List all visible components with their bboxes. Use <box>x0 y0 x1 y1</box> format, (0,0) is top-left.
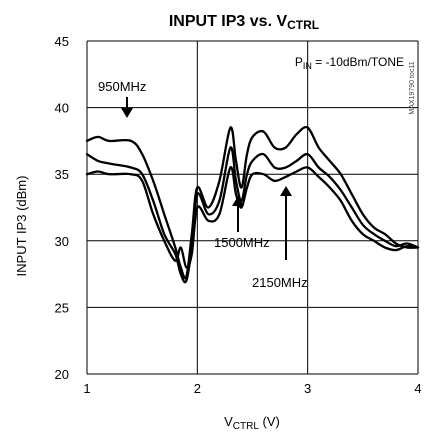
arrow-1500mhz-head <box>232 196 244 206</box>
series-line-950mhz <box>85 125 420 280</box>
y-tick-label-30: 30 <box>55 234 69 249</box>
y-tick-label-40: 40 <box>55 101 69 116</box>
y-tick-label-35: 35 <box>55 167 69 182</box>
y-tick-label-20: 20 <box>55 367 69 382</box>
y-axis-label: INPUT IP3 (dBm) <box>14 176 29 277</box>
annotation-950mhz: 950MHz <box>98 79 146 94</box>
x-tick-label-1: 1 <box>83 381 90 396</box>
x-tick-label-3: 3 <box>304 381 311 396</box>
plot-grid <box>86 40 419 375</box>
arrow-950mhz-head <box>121 108 133 118</box>
x-axis-label-rest: (V) <box>259 414 280 429</box>
x-axis-label: VCTRL (V) <box>224 414 280 432</box>
chart-title-main: INPUT IP3 vs. V <box>169 13 288 30</box>
x-tick-label-2: 2 <box>194 381 201 396</box>
x-tick-label-4: 4 <box>414 381 421 396</box>
chart-title: INPUT IP3 vs. VCTRL <box>169 13 319 32</box>
annotation-1500mhz: 1500MHz <box>214 235 270 250</box>
series-lines <box>85 125 420 284</box>
chart-title-sub: CTRL <box>287 18 319 32</box>
annotation-2150mhz: 2150MHz <box>252 275 308 290</box>
x-axis-label-sub: CTRL <box>233 421 260 432</box>
y-tick-label-45: 45 <box>55 34 69 49</box>
condition-rest: = -10dBm/TONE <box>312 55 404 69</box>
y-tick-labels: 20 25 30 35 40 45 <box>55 34 69 382</box>
x-tick-labels: 1 2 3 4 <box>83 381 421 396</box>
x-axis-label-main: V <box>224 414 233 429</box>
part-number: MAX19790 toc11 <box>409 61 416 114</box>
arrow-2150mhz-head <box>280 186 292 196</box>
series-line-2150mhz <box>85 166 420 269</box>
condition-main: P <box>295 55 303 69</box>
series-line-1500mhz <box>85 146 420 284</box>
y-tick-label-25: 25 <box>55 300 69 315</box>
test-condition: PIN = -10dBm/TONE <box>295 55 404 71</box>
condition-sub: IN <box>303 61 312 71</box>
